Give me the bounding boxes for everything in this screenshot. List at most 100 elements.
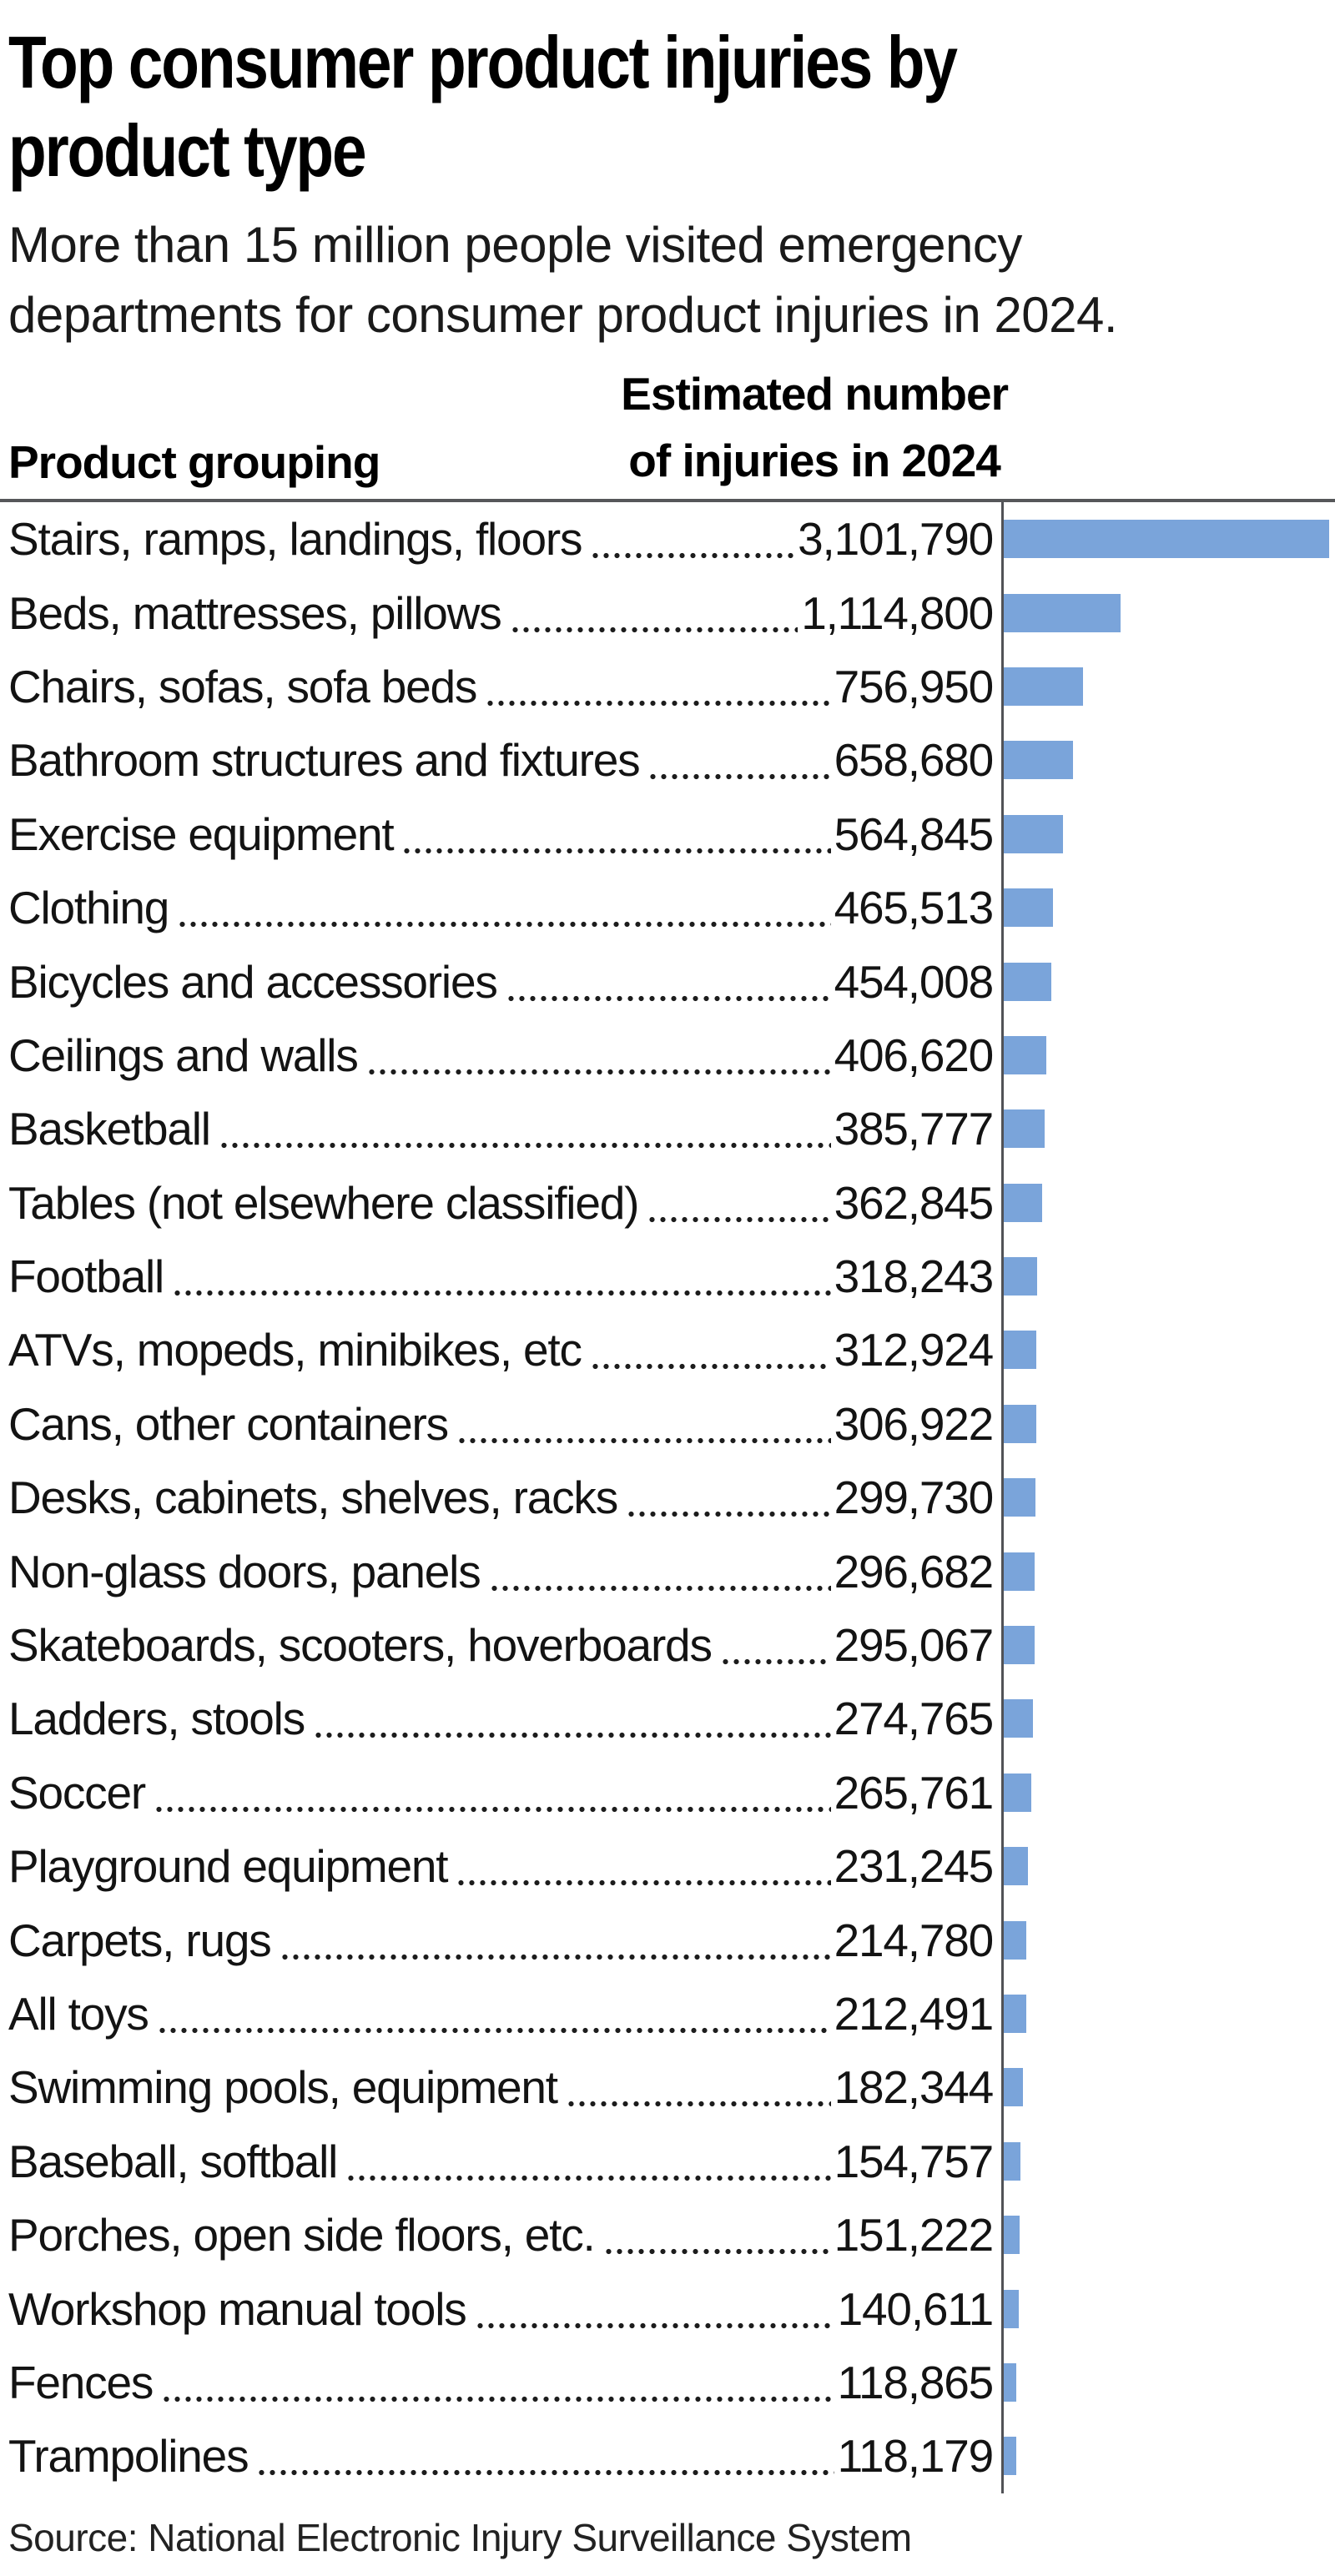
- bar-track: [1001, 1903, 1331, 1977]
- bar: [1004, 1035, 1047, 1074]
- bar-track: [1001, 2419, 1331, 2493]
- table-row: Bicycles and accessories 454,008: [8, 944, 1331, 1019]
- bar: [1004, 2362, 1016, 2402]
- column-header-product: Product grouping: [8, 436, 380, 488]
- bar: [1004, 1183, 1042, 1222]
- table-row: Football 318,243: [8, 1239, 1331, 1314]
- column-header-value-line-1: Estimated number: [621, 368, 1009, 420]
- dotted-leader: [589, 1363, 831, 1371]
- bar-track: [1001, 1165, 1331, 1240]
- dotted-leader: [401, 847, 831, 854]
- dotted-leader: [474, 2322, 834, 2329]
- injury-count: 564,845: [834, 808, 995, 860]
- bar-track: [1001, 649, 1331, 724]
- bar: [1004, 1995, 1026, 2033]
- table-row: Tables (not elsewhere classified) 362,84…: [8, 1165, 1331, 1240]
- product-label: Non-glass doors, panels: [8, 1545, 481, 1597]
- product-label: Soccer: [8, 1766, 146, 1819]
- product-label: Playground equipment: [8, 1840, 449, 1893]
- product-label: Stairs, ramps, landings, floors: [8, 513, 582, 566]
- injury-count: 385,777: [834, 1103, 995, 1155]
- bar: [1004, 2216, 1020, 2255]
- product-label: All toys: [8, 1988, 149, 2040]
- product-label: Skateboards, scooters, hoverboards: [8, 1619, 713, 1672]
- bar-track: [1001, 2345, 1331, 2420]
- bar: [1004, 2068, 1023, 2107]
- subtitle-line-1: More than 15 million people visited emer…: [8, 217, 1022, 273]
- table-row: Stairs, ramps, landings, floors 3,101,79…: [8, 502, 1329, 576]
- table-row: Playground equipment 231,245: [8, 1829, 1329, 1904]
- product-label: Ceilings and walls: [8, 1029, 359, 1081]
- bar: [1004, 1109, 1045, 1149]
- bar-track: [1001, 2272, 1331, 2346]
- bar: [1004, 1773, 1032, 1812]
- injury-count: 154,757: [834, 2135, 995, 2187]
- product-label: Clothing: [8, 882, 169, 934]
- injury-count: 1,114,800: [801, 586, 994, 639]
- bar: [1004, 741, 1073, 780]
- injury-count: 465,513: [834, 882, 995, 934]
- product-label: Tables (not elsewhere classified): [8, 1176, 639, 1229]
- dotted-leader: [602, 2248, 831, 2256]
- bar-track: [1001, 1976, 1331, 2051]
- bar: [1004, 2289, 1019, 2328]
- dotted-leader: [647, 1215, 831, 1223]
- injury-count: 265,761: [834, 1766, 995, 1819]
- dotted-leader: [313, 1732, 831, 1739]
- bar-track: [1001, 1682, 1331, 1756]
- injury-count: 406,620: [834, 1029, 995, 1081]
- bar-track: [1001, 2197, 1331, 2272]
- bar: [1004, 1626, 1035, 1665]
- bar-track: [1001, 1386, 1331, 1462]
- column-header-value-line-2: of injuries in 2024: [628, 435, 1001, 486]
- product-label: Beds, mattresses, pillows: [8, 586, 502, 639]
- bar-track: [1001, 1092, 1331, 1166]
- injury-count: 318,243: [834, 1250, 995, 1303]
- source-note: Source: National Electronic Injury Surve…: [8, 2515, 912, 2559]
- dotted-leader: [719, 1658, 831, 1666]
- table-header: Product grouping Estimated number of inj…: [8, 360, 1329, 494]
- table-row: Soccer 265,761: [8, 1755, 1329, 1830]
- injury-count: 658,680: [834, 734, 995, 787]
- product-label: Basketball: [8, 1103, 211, 1155]
- dotted-leader: [488, 1584, 831, 1592]
- bar-track: [1001, 870, 1331, 945]
- bar-track: [1001, 944, 1331, 1019]
- dotted-leader: [365, 1068, 831, 1075]
- injury-count: 151,222: [834, 2209, 995, 2262]
- product-label: ATVs, mopeds, minibikes, etc: [8, 1324, 582, 1376]
- injury-count: 306,922: [834, 1397, 995, 1450]
- dotted-leader: [626, 1511, 831, 1518]
- injury-count: 362,845: [834, 1176, 995, 1229]
- product-label: Porches, open side floors, etc.: [8, 2209, 596, 2262]
- product-label: Chairs, sofas, sofa beds: [8, 660, 477, 712]
- product-label: Football: [8, 1250, 164, 1303]
- table-row: Non-glass doors, panels 296,682: [8, 1534, 1331, 1608]
- dotted-leader: [172, 1290, 831, 1297]
- injury-table: Stairs, ramps, landings, floors 3,101,79…: [8, 502, 1329, 2493]
- dotted-leader: [456, 1879, 831, 1887]
- table-row: Cans, other containers 306,922: [8, 1386, 1331, 1462]
- bar: [1004, 1847, 1029, 1886]
- injury-count: 3,101,790: [798, 513, 994, 566]
- dotted-leader: [156, 2027, 831, 2034]
- injury-count: 454,008: [834, 955, 995, 1008]
- bar: [1004, 1920, 1026, 1960]
- table-row: Baseball, softball 154,757: [8, 2124, 1329, 2198]
- bar-track: [1001, 1534, 1331, 1608]
- bar-track: [1001, 1239, 1331, 1314]
- page-title: Top consumer product injuries by product…: [8, 18, 1329, 195]
- table-row: Bathroom structures and fixtures 658,680: [8, 723, 1329, 797]
- bar: [1004, 814, 1063, 853]
- dotted-leader: [505, 994, 831, 1002]
- bar-track: [1001, 2050, 1331, 2125]
- table-row: Desks, cabinets, shelves, racks 299,730: [8, 1461, 1329, 1535]
- table-row: Chairs, sofas, sofa beds 756,950: [8, 649, 1331, 724]
- product-label: Fences: [8, 2356, 154, 2408]
- dotted-leader: [279, 1953, 831, 1960]
- table-row: Ladders, stools 274,765: [8, 1682, 1331, 1756]
- dotted-leader: [218, 1142, 831, 1150]
- injury-count: 231,245: [834, 1840, 995, 1893]
- table-row: Swimming pools, equipment 182,344: [8, 2050, 1331, 2125]
